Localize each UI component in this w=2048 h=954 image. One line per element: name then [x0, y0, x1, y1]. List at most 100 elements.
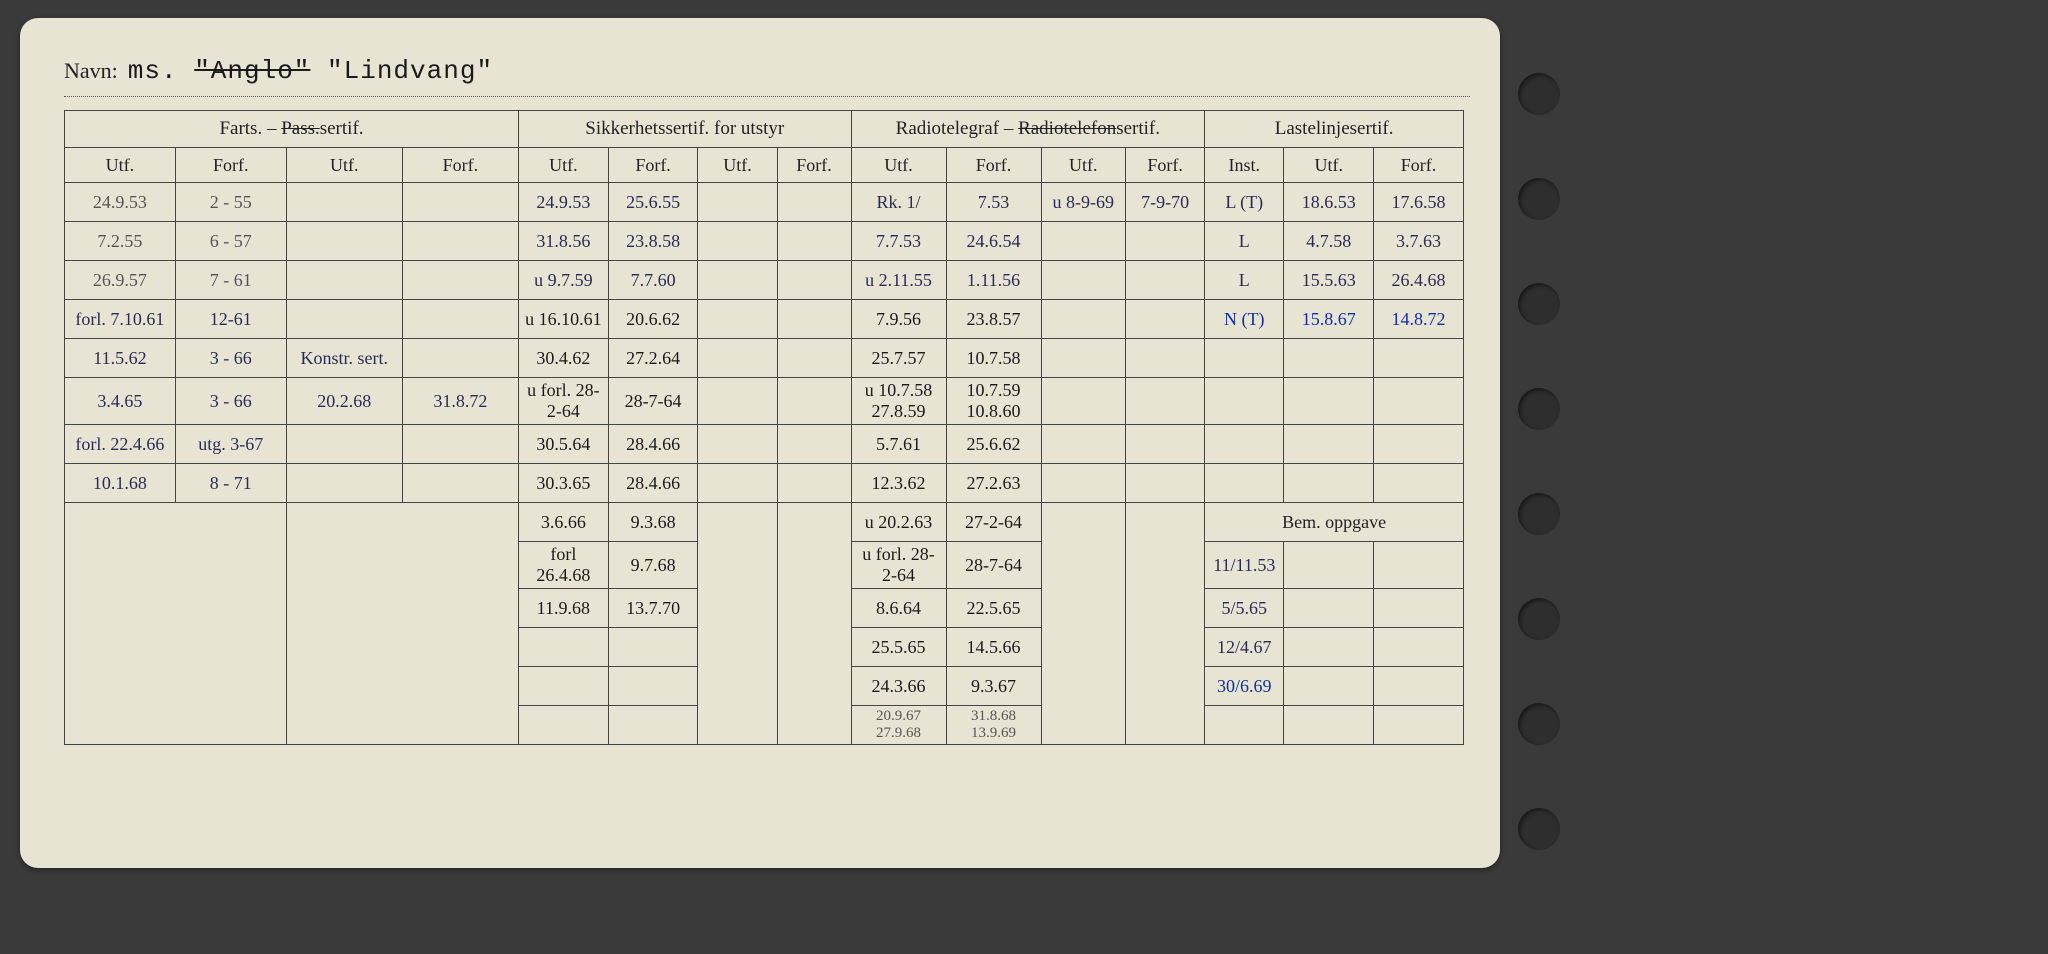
sub-header-row: Utf. Forf. Utf. Forf. Utf. Forf. Utf. Fo…: [65, 148, 1464, 183]
cell: u forl. 28-2-64: [518, 378, 608, 425]
table-row: 3.4.653 - 6620.2.6831.8.72u forl. 28-2-6…: [65, 378, 1464, 425]
cell: 14.5.66: [946, 628, 1041, 667]
cell: [1374, 378, 1464, 425]
cell: 24.6.54: [946, 222, 1041, 261]
cell: 26.4.68: [1374, 261, 1464, 300]
binder-hole: [1518, 73, 1560, 115]
cell: [1125, 464, 1204, 503]
cell: [402, 183, 518, 222]
cell: 7.9.56: [851, 300, 946, 339]
page: Navn: ms. "Anglo" "Lindvang" Farts. – Pa…: [0, 0, 2048, 954]
table-row: 10.1.688 - 7130.3.6528.4.6612.3.6227.2.6…: [65, 464, 1464, 503]
section-radio: Radiotelegraf – Radiotelefonsertif.: [851, 111, 1205, 148]
cell: [1041, 339, 1125, 378]
cell: [1284, 378, 1374, 425]
cell: [1125, 222, 1204, 261]
cell: 3.4.65: [65, 378, 176, 425]
cell: [1205, 706, 1284, 745]
cell: 4.7.58: [1284, 222, 1374, 261]
table-row: forl. 22.4.66utg. 3-6730.5.6428.4.665.7.…: [65, 425, 1464, 464]
cell: N (T): [1205, 300, 1284, 339]
col-utf: Utf.: [1284, 148, 1374, 183]
cell: [1125, 261, 1204, 300]
cell: [1041, 425, 1125, 464]
cell: u 16.10.61: [518, 300, 608, 339]
cell: [286, 183, 402, 222]
cell: [518, 667, 608, 706]
cell: 5/5.65: [1205, 589, 1284, 628]
cell: [1374, 706, 1464, 745]
cell: [777, 183, 851, 222]
cell: 7.7.53: [851, 222, 946, 261]
table-row: 24.9.532 - 5524.9.5325.6.55Rk. 1/7.53u 8…: [65, 183, 1464, 222]
cell: [1041, 222, 1125, 261]
cell: 3 - 66: [175, 378, 286, 425]
cell: 10.1.68: [65, 464, 176, 503]
name-row: Navn: ms. "Anglo" "Lindvang": [64, 56, 1470, 97]
cell: 11.9.68: [518, 589, 608, 628]
col-utf: Utf.: [851, 148, 946, 183]
cell: u 2.11.55: [851, 261, 946, 300]
cell: 31.8.72: [402, 378, 518, 425]
cell: [402, 425, 518, 464]
cell: 31.8.56: [518, 222, 608, 261]
cell: [1374, 339, 1464, 378]
cell: 11/11.53: [1205, 542, 1284, 589]
cell: forl 26.4.68: [518, 542, 608, 589]
cell: 1.11.56: [946, 261, 1041, 300]
table-row: 26.9.577 - 61u 9.7.597.7.60u 2.11.551.11…: [65, 261, 1464, 300]
cell: u 10.7.58 27.8.59: [851, 378, 946, 425]
section-laste: Lastelinjesertif.: [1205, 111, 1464, 148]
cell: [286, 261, 402, 300]
cell: [1374, 667, 1464, 706]
cell: u 20.2.63: [851, 503, 946, 542]
cell: utg. 3-67: [175, 425, 286, 464]
cell: 27-2-64: [946, 503, 1041, 542]
cell: [1374, 464, 1464, 503]
empty-cell: [1041, 503, 1125, 745]
col-forf: Forf.: [946, 148, 1041, 183]
empty-cell: [698, 503, 777, 745]
cell: [518, 628, 608, 667]
cell: 23.8.58: [608, 222, 698, 261]
cell: 13.7.70: [608, 589, 698, 628]
cell: 9.7.68: [608, 542, 698, 589]
cell: [286, 300, 402, 339]
cell: 20.9.67 27.9.68: [851, 706, 946, 745]
table-row: forl. 7.10.6112-61u 16.10.6120.6.627.9.5…: [65, 300, 1464, 339]
cell: 6 - 57: [175, 222, 286, 261]
cell: L: [1205, 222, 1284, 261]
cell: [1205, 425, 1284, 464]
cell: 7.53: [946, 183, 1041, 222]
cell: [1284, 542, 1374, 589]
cell: [286, 425, 402, 464]
cell: 8 - 71: [175, 464, 286, 503]
cell: 10.7.59 10.8.60: [946, 378, 1041, 425]
col-utf: Utf.: [286, 148, 402, 183]
cell: 3.6.66: [518, 503, 608, 542]
cell: [1205, 339, 1284, 378]
cell: [608, 628, 698, 667]
cell: [698, 183, 777, 222]
cell: [777, 261, 851, 300]
cell: 20.6.62: [608, 300, 698, 339]
cell: [1284, 628, 1374, 667]
navn-current: "Lindvang": [327, 56, 493, 86]
cell: [402, 261, 518, 300]
cell: [286, 222, 402, 261]
cell: 18.6.53: [1284, 183, 1374, 222]
cell: [1125, 378, 1204, 425]
cell: [1374, 589, 1464, 628]
cell: [1041, 464, 1125, 503]
cell: [777, 339, 851, 378]
cell: [1041, 378, 1125, 425]
cell: [608, 667, 698, 706]
cell: [777, 378, 851, 425]
cell: L: [1205, 261, 1284, 300]
cell: [1374, 425, 1464, 464]
cell: [698, 222, 777, 261]
cell: forl. 7.10.61: [65, 300, 176, 339]
cell: 25.6.55: [608, 183, 698, 222]
cell: 7-9-70: [1125, 183, 1204, 222]
binder-hole: [1518, 283, 1560, 325]
